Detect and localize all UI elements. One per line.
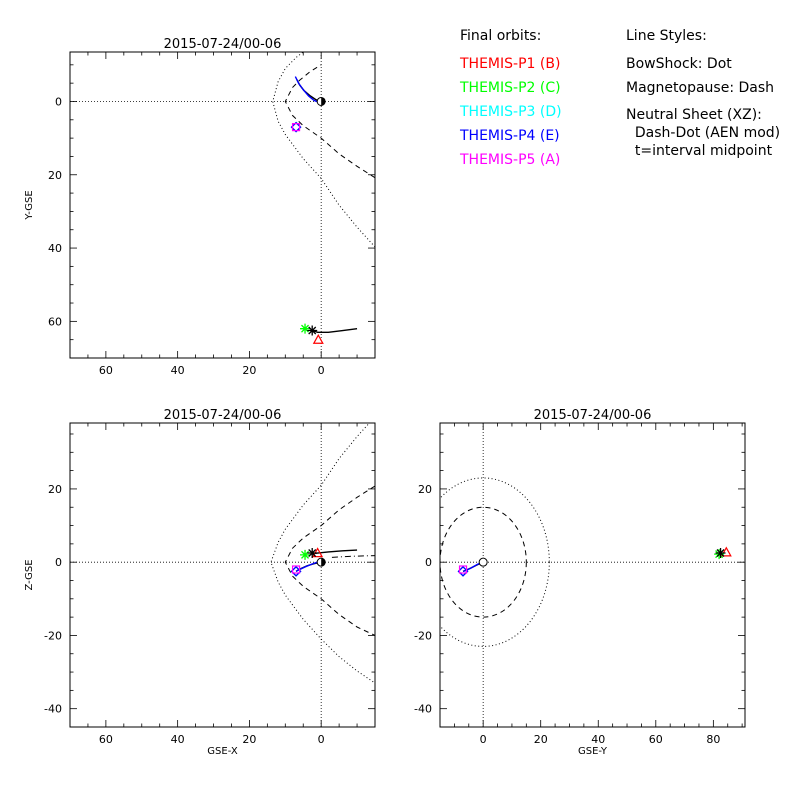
marker-p5-trace-end bbox=[307, 325, 318, 336]
line-styles-title: Line Styles: bbox=[626, 28, 707, 44]
legend-item-p5: THEMIS-P5 (A) bbox=[460, 152, 561, 168]
marker-p1 bbox=[720, 546, 732, 557]
magnetopause-line bbox=[284, 64, 375, 179]
y-tick-label: -40 bbox=[414, 703, 432, 716]
panel-xz: 60 40 20 0 -40 -20 0 20 2015-07-24/00-06 GSE-X Z-G… bbox=[24, 408, 376, 757]
y-tick-label: -40 bbox=[44, 703, 62, 716]
orbit-trace-2 bbox=[295, 560, 320, 572]
earth-icon bbox=[478, 557, 488, 567]
x-tick-label: 40 bbox=[591, 733, 605, 746]
line-styles-legend: Line Styles: BowShock: Dot Magnetopause:… bbox=[626, 24, 780, 160]
panel-frame bbox=[69, 51, 376, 359]
y-tick-label: 20 bbox=[48, 169, 62, 182]
x-axis-label: GSE-Y bbox=[578, 746, 608, 757]
legend-item-p4: THEMIS-P4 (E) bbox=[460, 128, 560, 144]
line-style-time-note: t=interval midpoint bbox=[626, 143, 773, 159]
panel-xy: 60 40 20 0 0 20 40 60 2015-07-24/00-06 Y-GSE bbox=[24, 37, 376, 377]
line-style-neutral-sheet: Neutral Sheet (XZ): bbox=[626, 107, 762, 123]
orbits-legend: Final orbits: THEMIS-P1 (B) THEMIS-P2 (C… bbox=[460, 24, 562, 172]
legend-item-p2: THEMIS-P2 (C) bbox=[460, 80, 561, 96]
y-tick-label: -20 bbox=[414, 629, 432, 642]
x-tick-label: 60 bbox=[649, 733, 663, 746]
legend-item-p3: THEMIS-P3 (D) bbox=[460, 104, 562, 120]
marker-p5 bbox=[291, 123, 301, 132]
x-tick-label: 20 bbox=[242, 364, 256, 377]
bowshock-line bbox=[270, 423, 375, 684]
y-tick-label: 0 bbox=[425, 556, 432, 569]
magnetopause-line bbox=[284, 485, 375, 636]
panel-title: 2015-07-24/00-06 bbox=[164, 37, 282, 52]
y-tick-label: 0 bbox=[55, 95, 62, 108]
y-tick-label: 40 bbox=[48, 242, 62, 255]
marker-p2 bbox=[300, 323, 311, 334]
legend-item-p1: THEMIS-P1 (B) bbox=[460, 56, 561, 72]
panel-title: 2015-07-24/00-06 bbox=[534, 408, 652, 423]
orbit-trace-0 bbox=[296, 79, 322, 103]
x-tick-label: 60 bbox=[99, 364, 113, 377]
y-tick-label: 20 bbox=[48, 483, 62, 496]
line-style-neutral-sheet-detail: Dash-Dot (AEN mod) bbox=[626, 125, 781, 141]
neutral-sheet-line bbox=[331, 555, 375, 558]
panel-content bbox=[70, 423, 375, 727]
panel-content bbox=[440, 423, 745, 727]
magnetopause-circle bbox=[440, 506, 527, 618]
panel-frame bbox=[439, 422, 746, 728]
marker-p2 bbox=[300, 549, 311, 560]
x-tick-label: 20 bbox=[534, 733, 548, 746]
y-tick-label: 0 bbox=[55, 556, 62, 569]
x-tick-label: 40 bbox=[171, 733, 185, 746]
y-axis-label: Y-GSE bbox=[24, 190, 35, 220]
orbits-legend-title: Final orbits: bbox=[460, 28, 542, 44]
panel-frame bbox=[69, 422, 376, 728]
x-tick-label: 0 bbox=[318, 364, 325, 377]
x-tick-label: 40 bbox=[171, 364, 185, 377]
panel-content bbox=[70, 52, 375, 358]
bowshock-line bbox=[272, 52, 375, 248]
orbit-trace-2 bbox=[311, 327, 358, 334]
marker-p5 bbox=[291, 565, 301, 574]
panel-yz: 0 20 40 60 80 -40 -20 0 20 2015-07-24/00-06 GSE-Y bbox=[414, 408, 746, 757]
y-axis-label: Z-GSE bbox=[24, 559, 35, 590]
line-style-magnetopause: Magnetopause: Dash bbox=[626, 80, 775, 96]
marker-p5-trace-end bbox=[307, 548, 318, 559]
x-tick-label: 0 bbox=[318, 733, 325, 746]
y-tick-label: 60 bbox=[48, 315, 62, 328]
marker-p5 bbox=[458, 565, 468, 574]
x-tick-label: 80 bbox=[706, 733, 720, 746]
bowshock-circle bbox=[440, 477, 550, 647]
orbit-trace-1 bbox=[294, 76, 320, 104]
y-tick-label: -20 bbox=[44, 629, 62, 642]
x-tick-label: 20 bbox=[242, 733, 256, 746]
x-axis-label: GSE-X bbox=[207, 746, 238, 757]
y-tick-label: 20 bbox=[418, 483, 432, 496]
panel-title: 2015-07-24/00-06 bbox=[164, 408, 282, 423]
earth-night-side bbox=[321, 558, 326, 567]
marker-p1 bbox=[312, 333, 324, 344]
marker-p5-trace-end bbox=[715, 548, 726, 559]
line-style-bowshock: BowShock: Dot bbox=[626, 56, 732, 72]
x-tick-label: 0 bbox=[480, 733, 487, 746]
earth-night-side bbox=[321, 97, 326, 106]
x-tick-label: 60 bbox=[99, 733, 113, 746]
